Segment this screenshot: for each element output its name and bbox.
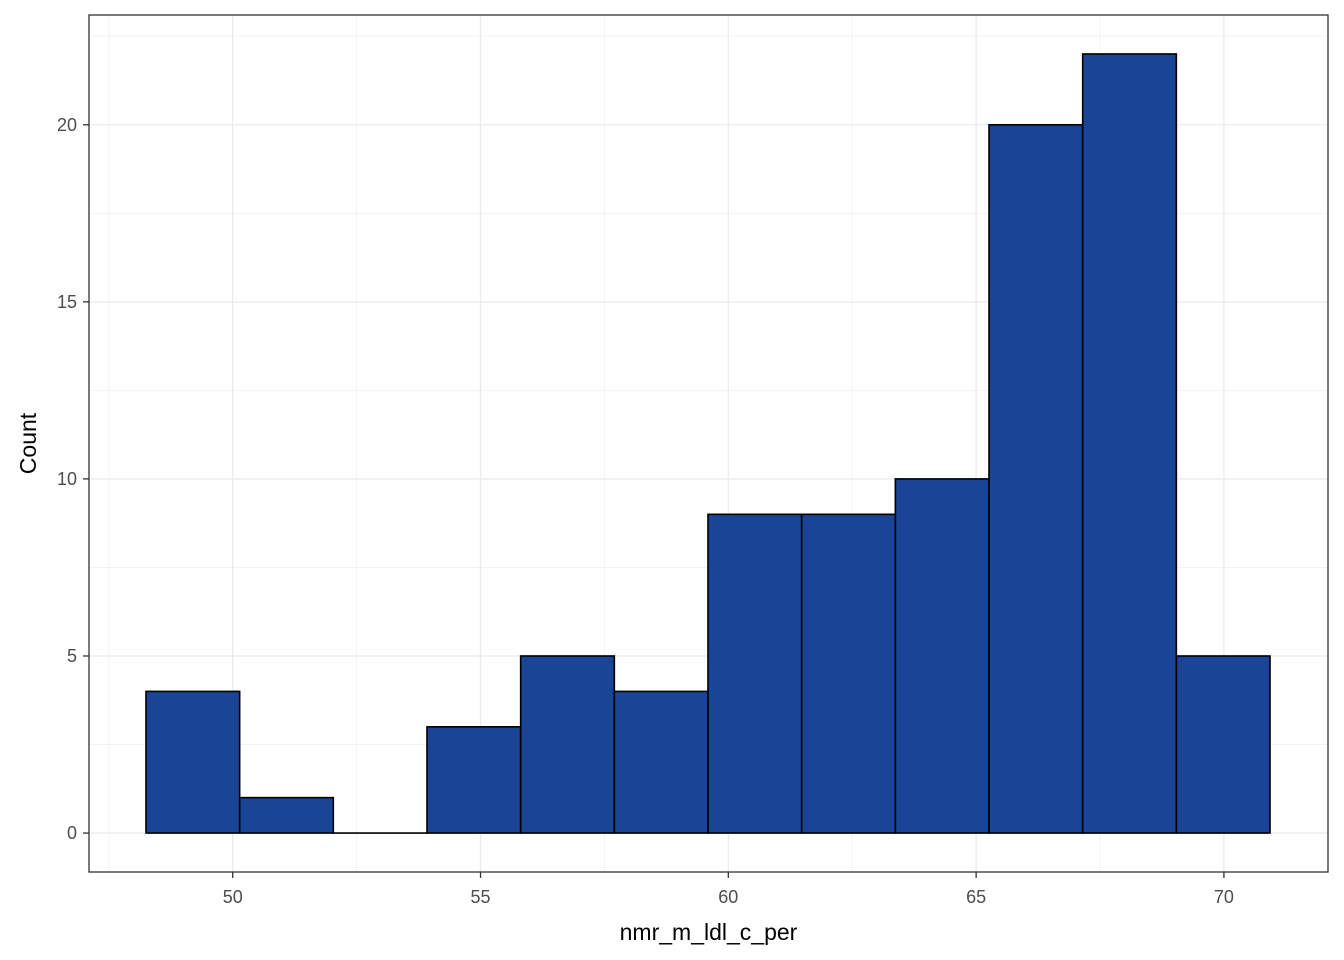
x-tick-label: 70 (1214, 887, 1234, 907)
histogram-bar (614, 691, 708, 833)
histogram-bar (1176, 656, 1270, 833)
histogram-bar (521, 656, 615, 833)
y-axis-title: Count (15, 412, 41, 474)
histogram-bar (1083, 54, 1177, 833)
histogram-bar (895, 479, 989, 833)
histogram-bar (427, 727, 521, 833)
x-tick-label: 50 (223, 887, 243, 907)
y-tick-label: 0 (67, 823, 77, 843)
x-axis-title: nmr_m_ldl_c_per (620, 919, 798, 945)
histogram-bar (708, 514, 802, 833)
y-tick-label: 20 (57, 115, 77, 135)
histogram-bar (240, 798, 334, 833)
x-tick-label: 65 (966, 887, 986, 907)
histogram-bars (146, 54, 1270, 833)
y-tick-label: 15 (57, 292, 77, 312)
y-tick-label: 10 (57, 469, 77, 489)
histogram-bar (989, 125, 1083, 833)
y-tick-label: 5 (67, 646, 77, 666)
histogram-bar (802, 514, 896, 833)
x-tick-label: 55 (471, 887, 491, 907)
histogram-bar (146, 691, 240, 833)
x-tick-label: 60 (718, 887, 738, 907)
